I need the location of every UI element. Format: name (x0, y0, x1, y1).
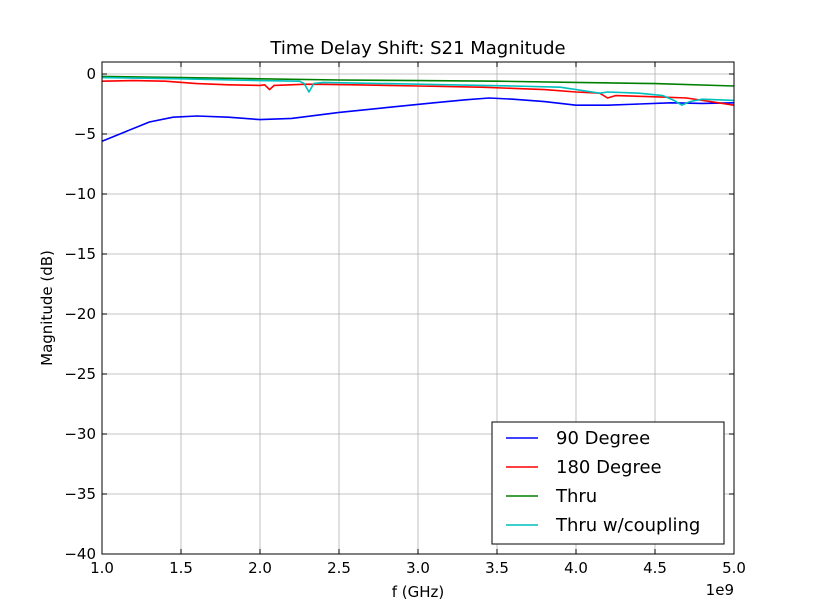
x-tick-label: 2.0 (248, 559, 272, 577)
series-line (101, 76, 735, 106)
chart-title: Time Delay Shift: S21 Magnitude (269, 38, 565, 59)
x-axis-offset-label: 1e9 (706, 581, 734, 599)
y-tick-label: −40 (64, 545, 96, 563)
y-tick-label: −30 (64, 425, 96, 443)
x-axis-title: f (GHz) (392, 583, 445, 601)
y-tick-label: 0 (86, 65, 96, 83)
y-tick-label: −5 (74, 125, 96, 143)
y-tick-label: −20 (64, 305, 96, 323)
legend-label: Thru (555, 486, 597, 507)
x-tick-label: 1.5 (169, 559, 193, 577)
legend-label: Thru w/coupling (555, 515, 700, 536)
x-tick-label: 4.0 (564, 559, 588, 577)
legend: 90 Degree 180 Degree Thru Thru w/coupling (491, 421, 725, 545)
series-line (101, 75, 735, 87)
y-axis-title: Magnitude (dB) (38, 250, 56, 366)
y-tick-label: −35 (64, 485, 96, 503)
x-tick-label: 5.0 (722, 559, 746, 577)
series-line (101, 97, 735, 142)
x-tick-label: 2.5 (327, 559, 351, 577)
y-tick-label: −15 (64, 245, 96, 263)
legend-label: 180 Degree (556, 457, 662, 478)
legend-label: 90 Degree (556, 428, 650, 449)
series-lines (101, 75, 735, 142)
x-tick-label: 3.5 (485, 559, 509, 577)
y-tick-label: −10 (64, 185, 96, 203)
y-tick-label: −25 (64, 365, 96, 383)
legend-box (491, 421, 725, 545)
series-line (101, 79, 735, 106)
x-tick-label: 3.0 (406, 559, 430, 577)
ticks: 1.0 1.5 2.0 2.5 3.0 3.5 4.0 4.5 5.0 0 −5 −10 −15 −20 −… (64, 62, 746, 577)
x-tick-label: 4.5 (643, 559, 667, 577)
x-tick-label: 1.0 (90, 559, 114, 577)
